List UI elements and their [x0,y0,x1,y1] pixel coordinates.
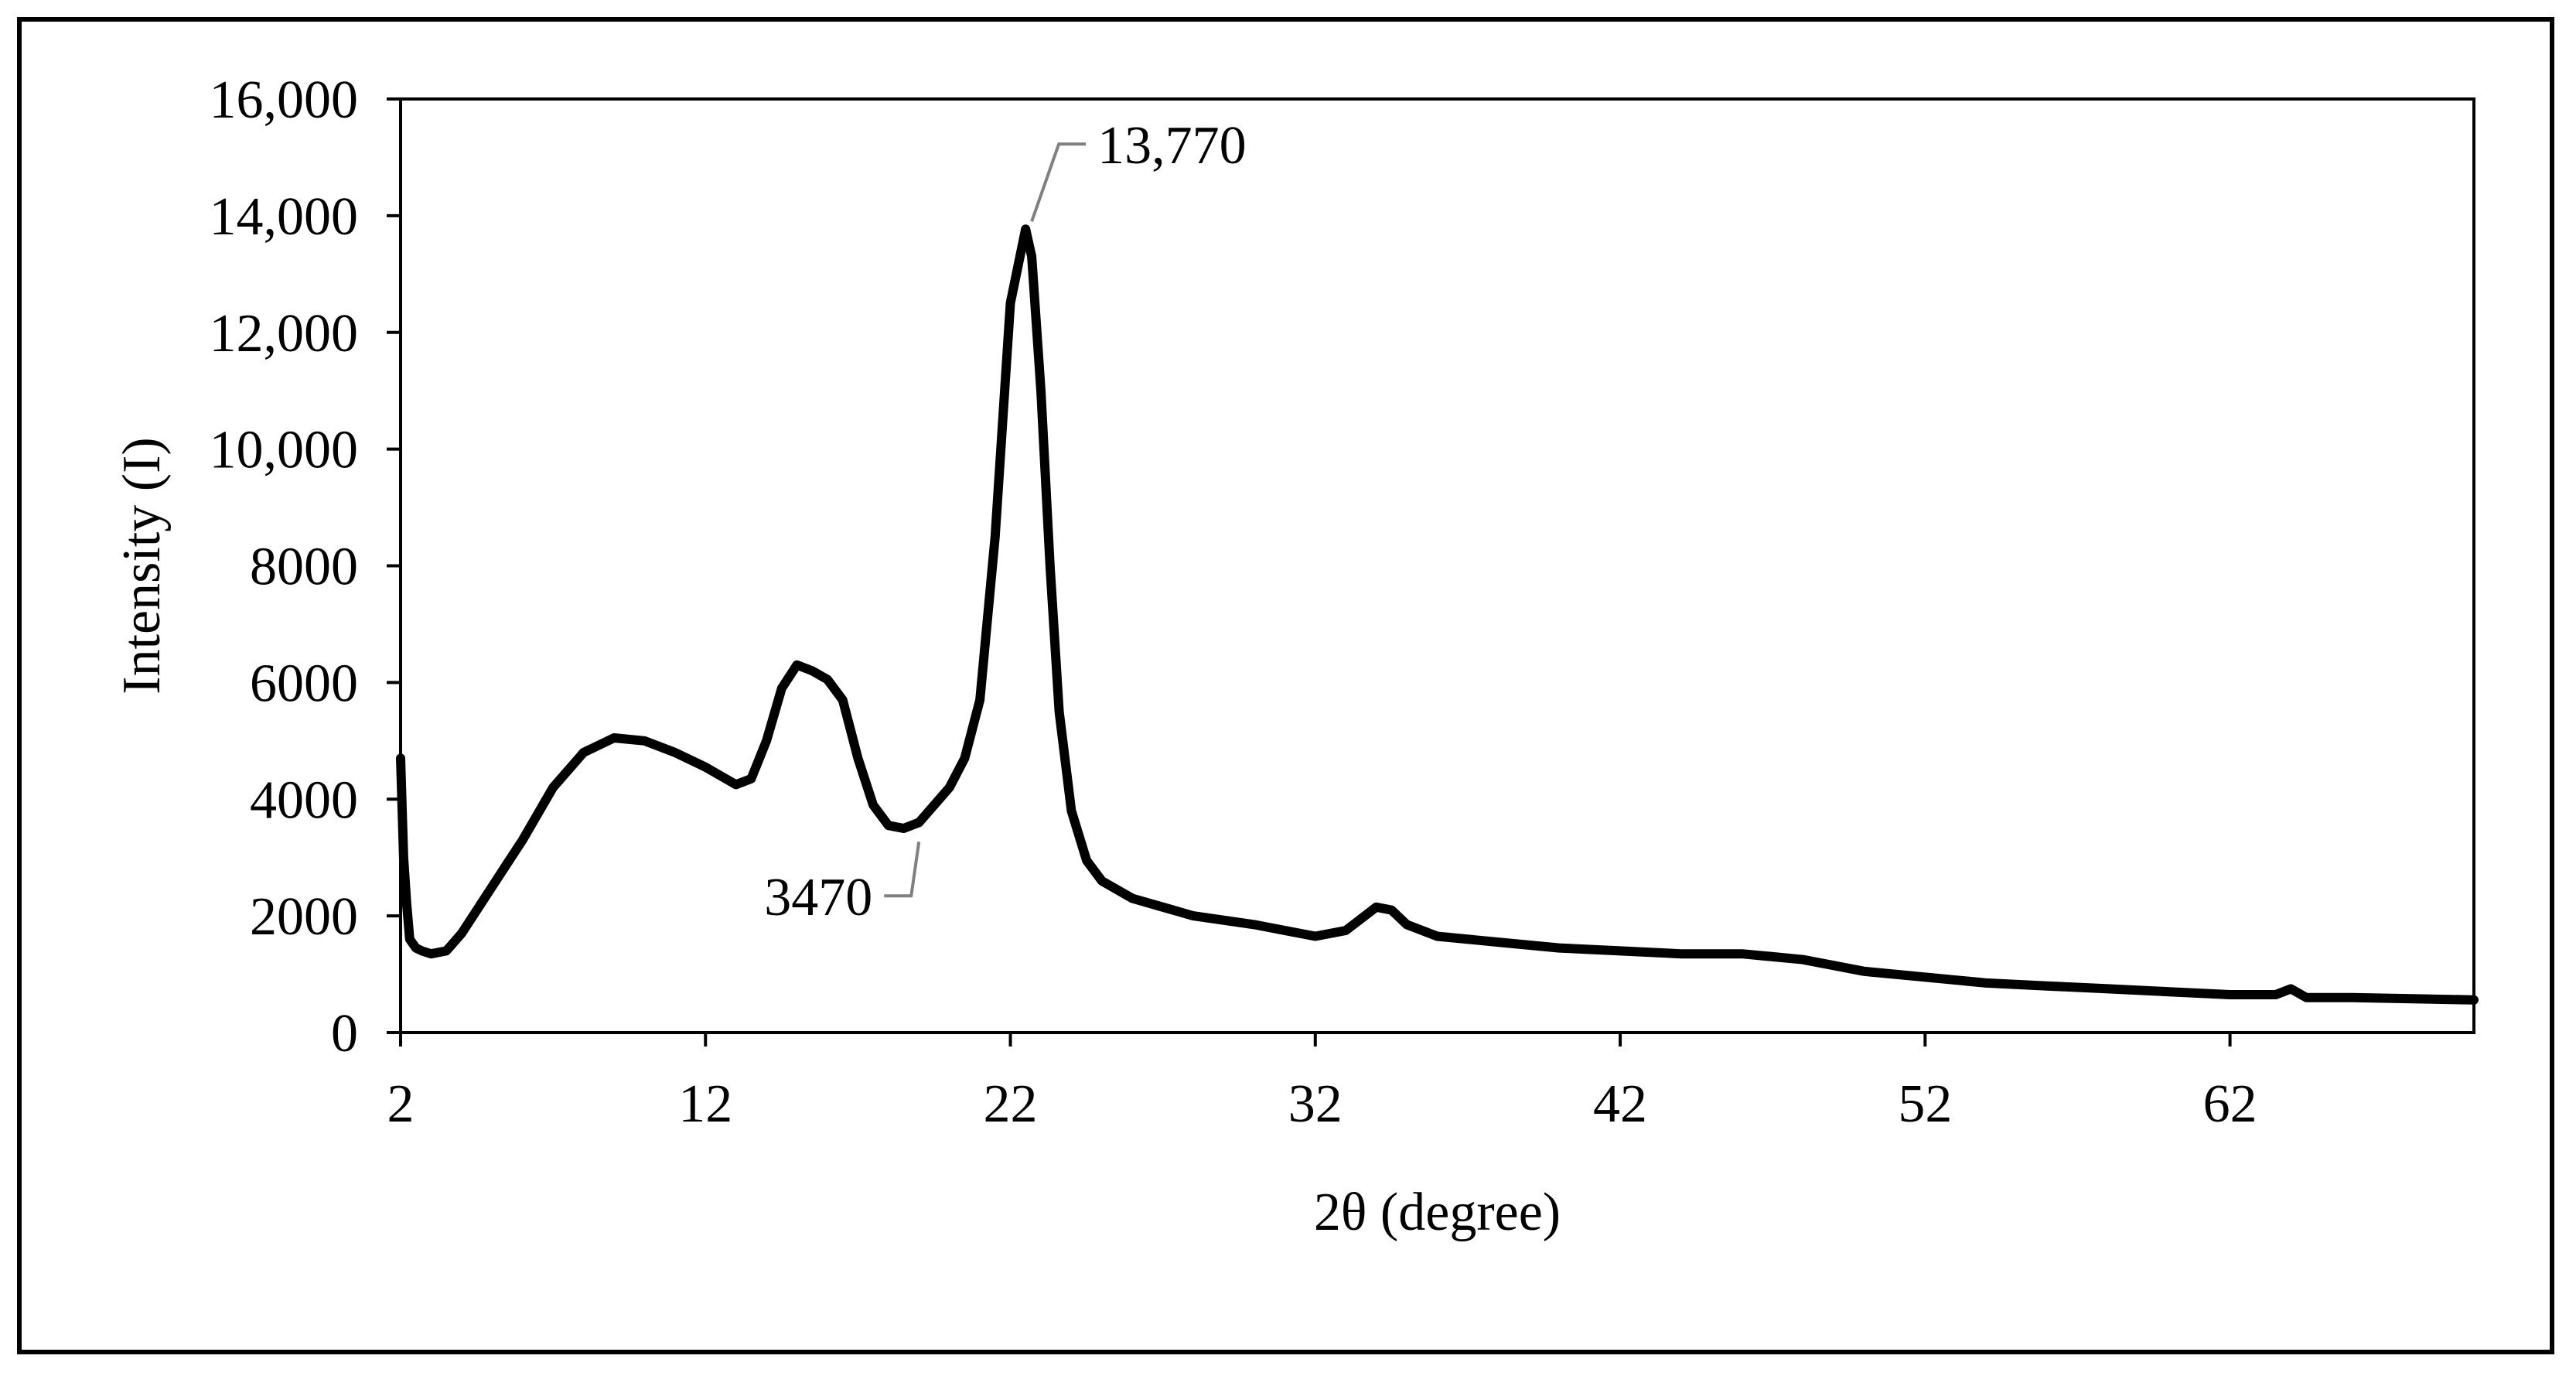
peak-leader-line [1030,142,1087,222]
valley-min-label: 3470 [764,868,872,927]
x-tick-label: 62 [2203,1074,2257,1134]
x-tick-label: 42 [1593,1074,1647,1134]
y-tick-label: 2000 [250,887,358,947]
y-tick-label: 0 [331,1004,358,1064]
x-tick-label: 32 [1288,1074,1343,1134]
x-tick-label: 52 [1898,1074,1952,1134]
xrd-line-chart: 2 12 22 32 42 52 62 0 2000 4000 6000 8000 10,000 12,… [112,70,2479,1242]
y-axis-ticks [387,97,401,1034]
x-axis-ticks [399,1033,2232,1047]
intensity-series-line [396,224,2479,1005]
x-tick-label: 12 [678,1074,732,1134]
y-tick-label: 6000 [250,654,358,713]
valley-leader-line [884,841,921,898]
peak-annotations: 13,770 3470 [764,116,1246,927]
y-tick-label: 4000 [250,770,358,830]
figure-frame: 2 12 22 32 42 52 62 0 2000 4000 6000 8000 10,000 12,… [17,17,2554,1354]
y-tick-label: 16,000 [210,70,359,130]
x-axis-tick-labels: 2 12 22 32 42 52 62 [387,1074,2257,1134]
y-tick-label: 14,000 [210,187,359,247]
x-axis-title: 2θ (degree) [1314,1183,1561,1242]
peak-max-label: 13,770 [1097,116,1247,176]
y-axis-tick-labels: 0 2000 4000 6000 8000 10,000 12,000 14,000 16,00… [210,70,359,1064]
y-tick-label: 8000 [250,538,358,597]
x-tick-label: 2 [387,1074,415,1134]
x-tick-label: 22 [984,1074,1038,1134]
y-tick-label: 10,000 [210,421,359,480]
plot-area-border [399,97,2475,1034]
y-axis-title: Intensity (I) [112,437,172,694]
y-tick-label: 12,000 [210,304,359,364]
